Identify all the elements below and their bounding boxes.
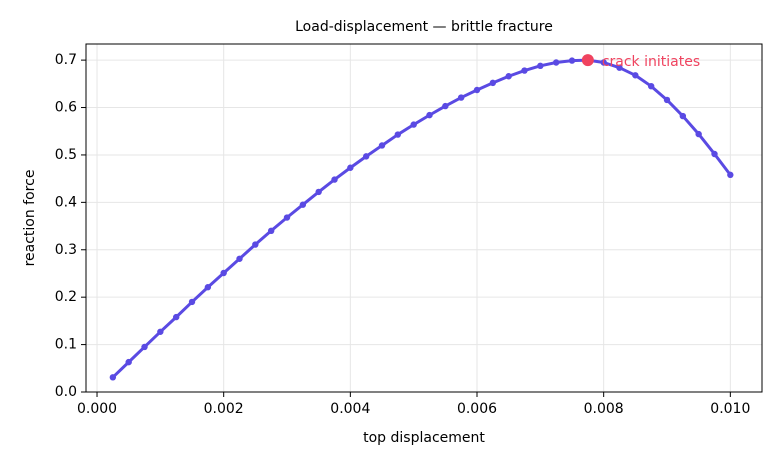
y-tick-label: 0.7 [55, 52, 77, 68]
y-tick-label: 0.5 [55, 147, 77, 163]
data-point [616, 64, 623, 71]
data-point [315, 188, 322, 196]
data-point [236, 255, 243, 262]
x-axis-label: top displacement [363, 430, 485, 446]
data-point [347, 164, 354, 171]
data-point [394, 131, 402, 138]
data-point [600, 59, 607, 66]
data-point [204, 284, 212, 291]
data-point [632, 72, 639, 79]
data-point [505, 73, 512, 80]
y-tick-label: 0.4 [55, 194, 77, 210]
data-point [489, 79, 497, 87]
x-tick-label: 0.008 [584, 401, 624, 417]
chart-title: Load-displacement — brittle fracture [295, 19, 553, 35]
data-point [426, 111, 433, 119]
data-point [283, 214, 291, 221]
data-point [442, 102, 449, 110]
data-point [663, 96, 671, 104]
annotation-text: crack initiates [602, 54, 700, 70]
y-tick-label: 0.0 [55, 384, 77, 400]
data-point [457, 94, 465, 101]
x-tick-label: 0.006 [457, 401, 497, 417]
data-point [679, 112, 687, 120]
x-tick-label: 0.010 [710, 401, 750, 417]
x-tick-label: 0.002 [204, 401, 244, 417]
data-point [141, 343, 148, 351]
y-tick-label: 0.1 [55, 337, 77, 353]
plot-frame [85, 43, 763, 393]
data-point [727, 171, 734, 179]
data-point [299, 201, 307, 208]
data-point [473, 86, 481, 94]
data-point [267, 227, 275, 235]
data-point [378, 142, 386, 149]
x-tick-label: 0.000 [77, 401, 117, 417]
data-point [552, 59, 560, 66]
annotation-marker [581, 54, 594, 67]
data-point [220, 269, 227, 277]
data-point [109, 374, 117, 381]
data-point [362, 153, 370, 160]
data-line [111, 58, 732, 379]
data-point [568, 57, 576, 64]
data-point [521, 67, 528, 74]
data-point [125, 358, 132, 366]
data-point [537, 62, 544, 70]
data-point [647, 82, 655, 90]
data-point [252, 241, 259, 248]
x-tick-label: 0.004 [330, 401, 370, 417]
y-tick-label: 0.3 [55, 242, 77, 258]
data-point [188, 298, 196, 306]
data-point [711, 150, 718, 158]
data-point [410, 121, 417, 128]
y-tick-label: 0.2 [55, 289, 77, 305]
data-point [331, 176, 338, 183]
data-point [695, 130, 702, 138]
data-point [172, 313, 180, 321]
y-tick-label: 0.6 [55, 100, 77, 116]
y-axis-label: reaction force [22, 170, 38, 267]
data-point [157, 328, 164, 335]
